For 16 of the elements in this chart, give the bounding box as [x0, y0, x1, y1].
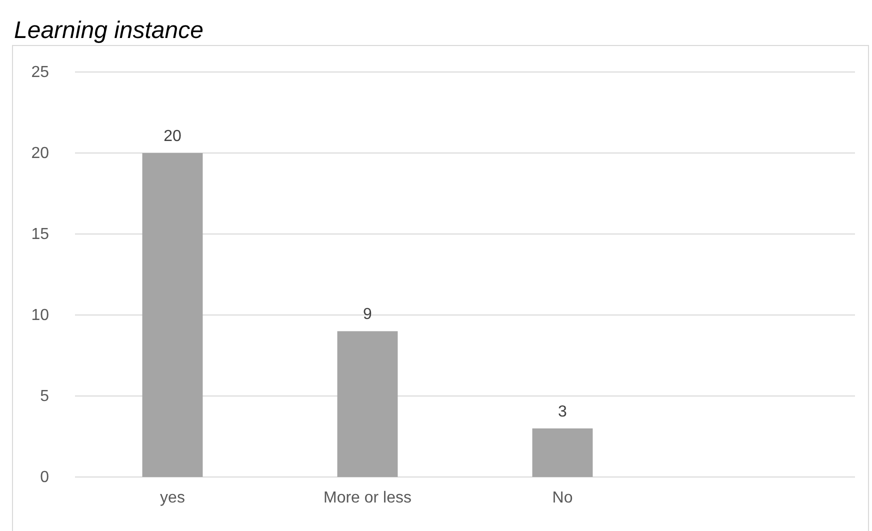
y-tick-label: 5 [40, 388, 50, 406]
bar [337, 331, 398, 477]
data-label: 9 [363, 306, 372, 324]
bar [142, 153, 203, 477]
data-label: 3 [558, 403, 568, 420]
y-tick-label: 10 [31, 307, 50, 324]
chart-title: Learning instance [14, 17, 204, 44]
x-tick-label: No [552, 489, 573, 506]
x-tick-label: yes [160, 489, 185, 506]
y-tick-label: 20 [31, 145, 50, 162]
y-tick-label: 0 [40, 469, 50, 486]
data-label: 20 [164, 128, 182, 145]
y-tick-label: 25 [31, 64, 50, 82]
bar [532, 428, 593, 477]
y-tick-label: 15 [31, 226, 50, 244]
x-tick-label: More or less [323, 489, 412, 506]
